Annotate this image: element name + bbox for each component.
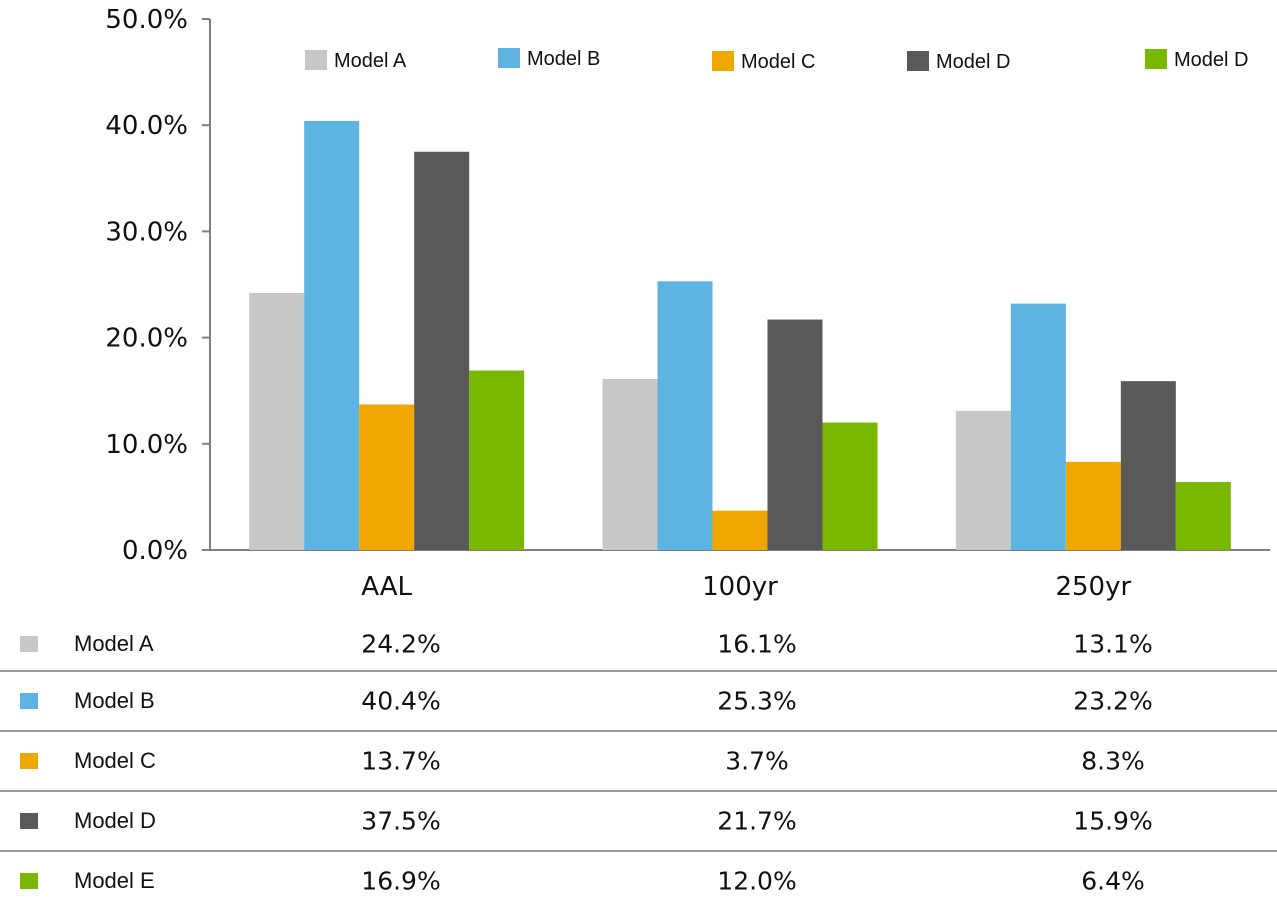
table-cell: 37.5% (361, 806, 441, 836)
y-tick-label: 0.0% (122, 536, 188, 566)
x-tick-label: AAL (361, 572, 412, 602)
table-cell: 6.4% (1081, 866, 1145, 896)
row-label: Model C (74, 748, 156, 773)
bar (469, 370, 525, 550)
legend-swatch (20, 636, 38, 652)
bar (1065, 461, 1121, 550)
table-row: Model B 40.4% 25.3% 23.2% (0, 670, 1277, 730)
table-cell: 21.7% (717, 806, 797, 836)
bar (304, 120, 360, 551)
table-cell: 13.1% (1073, 629, 1153, 659)
bar (657, 281, 713, 550)
legend-swatch (20, 693, 38, 709)
y-tick-label: 40.0% (105, 111, 188, 141)
legend-swatch (712, 51, 734, 71)
bar (767, 319, 823, 550)
row-label: Model D (74, 808, 156, 833)
y-tick-label: 30.0% (105, 217, 188, 247)
x-tick-label: 250yr (1055, 572, 1131, 602)
legend-label: Model A (334, 50, 407, 72)
bar (249, 292, 305, 550)
table-row: Model D 37.5% 21.7% 15.9% (0, 790, 1277, 850)
row-label: Model A (74, 631, 154, 656)
bar (1010, 303, 1066, 550)
legend-swatch (20, 753, 38, 769)
table-cell: 12.0% (717, 866, 797, 896)
bar (822, 422, 878, 550)
bar (1120, 381, 1176, 550)
legend-label: Model D (936, 51, 1010, 73)
table-cell: 16.1% (717, 629, 797, 659)
legend-swatch (1145, 49, 1167, 69)
table-row: Model A 24.2% 16.1% 13.1% (0, 618, 1277, 670)
row-label: Model B (74, 688, 155, 713)
legend-swatch (20, 813, 38, 829)
bar (712, 510, 768, 550)
bar-chart: 0.0% 10.0% 20.0% 30.0% 40.0% 50.0% AAL 100yr 250… (105, 5, 1270, 602)
legend-swatch (305, 50, 327, 70)
table-cell: 16.9% (361, 866, 441, 896)
table-cell: 25.3% (717, 686, 797, 716)
table-cell: 24.2% (361, 629, 441, 659)
bar (359, 404, 415, 550)
legend-label: Model C (741, 51, 815, 73)
bar (955, 410, 1011, 550)
table-cell: 3.7% (725, 746, 789, 776)
table-cell: 13.7% (361, 746, 441, 776)
legend-label: Model B (527, 48, 600, 70)
data-table: Model A 24.2% 16.1% 13.1% Model B 40.4% 25.3% 2… (0, 618, 1277, 910)
legend-label: Model D (1174, 49, 1248, 71)
table-cell: 40.4% (361, 686, 441, 716)
bar (414, 151, 470, 550)
y-tick-label: 20.0% (105, 324, 188, 354)
table-cell: 15.9% (1073, 806, 1153, 836)
legend-swatch (907, 51, 929, 71)
bar (602, 379, 658, 550)
y-tick-label: 50.0% (105, 5, 188, 35)
bar (1175, 482, 1231, 550)
table-row: Model C 13.7% 3.7% 8.3% (0, 730, 1277, 790)
table-cell: 23.2% (1073, 686, 1153, 716)
table-cell: 8.3% (1081, 746, 1145, 776)
legend-swatch (498, 48, 520, 68)
row-label: Model E (74, 868, 155, 893)
y-tick-label: 10.0% (105, 430, 188, 460)
table-row: Model E 16.9% 12.0% 6.4% (0, 850, 1277, 910)
legend-swatch (20, 873, 38, 889)
x-tick-label: 100yr (702, 572, 778, 602)
